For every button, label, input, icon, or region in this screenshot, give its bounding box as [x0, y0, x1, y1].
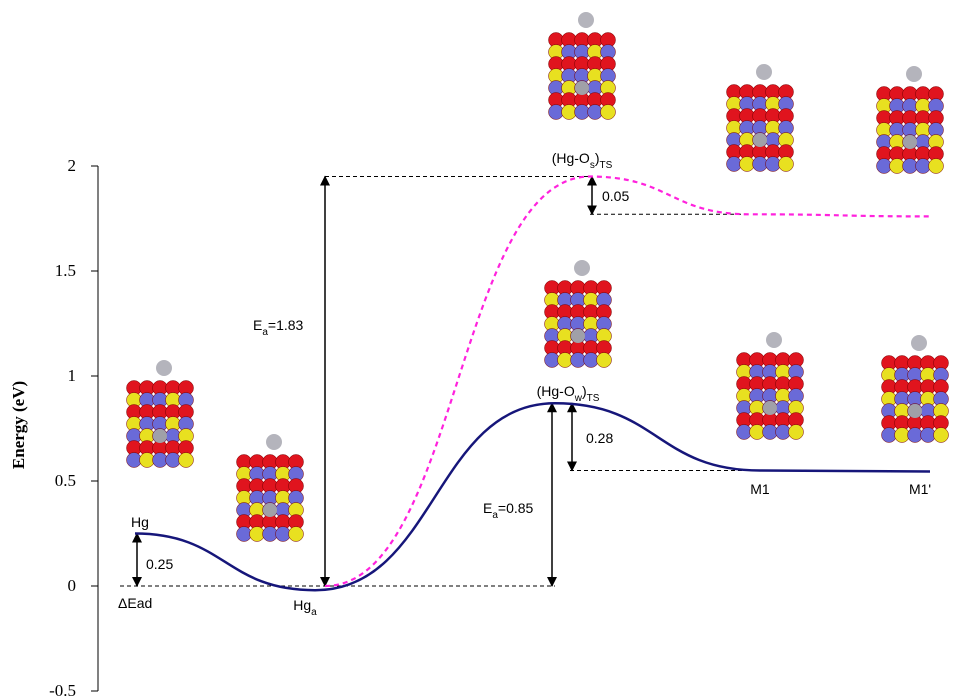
y-tick-label: 1.5 — [55, 261, 76, 280]
label-part: Hg — [131, 514, 149, 530]
label-part: E — [483, 500, 492, 516]
atom — [263, 503, 277, 517]
annotation: 0.25 — [146, 556, 173, 572]
atom — [156, 360, 172, 376]
atom — [575, 81, 589, 95]
label-part: =0.85 — [498, 500, 534, 516]
atom — [906, 66, 922, 82]
atom — [934, 428, 949, 443]
label-part: 0.25 — [146, 556, 173, 572]
atom — [908, 404, 922, 418]
label-part: Hg — [293, 597, 311, 613]
label-part: a — [311, 607, 317, 618]
y-tick-label: -0.5 — [49, 681, 76, 698]
molecule-structure — [727, 64, 794, 172]
label-part: (Hg-O — [537, 383, 575, 399]
atom — [571, 329, 585, 343]
atom — [903, 135, 917, 149]
atom — [578, 12, 594, 28]
chart: Energy (eV) -0.500.511.52HgHga(Hg-Ow)TSM… — [0, 0, 955, 698]
stage-label: M1 — [750, 481, 770, 497]
stage-label: Hg — [131, 514, 149, 530]
atom — [601, 105, 616, 120]
molecule-structure — [737, 332, 804, 440]
atom — [763, 401, 777, 415]
atom — [153, 429, 167, 443]
molecule-structure — [545, 260, 612, 368]
label-part: M1' — [909, 481, 931, 497]
atom — [179, 453, 194, 468]
molecule-structure — [882, 335, 949, 443]
atom — [911, 335, 927, 351]
atom — [756, 64, 772, 80]
atom — [597, 353, 612, 368]
annotation: Ea=0.85 — [483, 500, 534, 521]
stage-label: Hga — [293, 597, 317, 618]
label-part: 0.28 — [586, 430, 613, 446]
atom — [789, 425, 804, 440]
label-part: TS — [587, 393, 600, 404]
y-tick-label: 1 — [68, 366, 77, 385]
annotation: (Hg-Os)TS — [552, 150, 613, 171]
label-part: 0.05 — [602, 188, 629, 204]
molecule-structure — [127, 360, 194, 468]
atom — [266, 434, 282, 450]
molecule-structure — [877, 66, 944, 174]
label-part: ΔEad — [118, 595, 152, 611]
annotation: 0.05 — [602, 188, 629, 204]
y-tick-label: 0.5 — [55, 471, 76, 490]
molecule-structure — [549, 12, 616, 120]
annotation: ΔEad — [118, 595, 152, 611]
label-part: M1 — [750, 481, 770, 497]
y-axis-label: Energy (eV) — [9, 381, 28, 469]
atom — [766, 332, 782, 348]
label-part: =1.83 — [268, 317, 304, 333]
label-part: TS — [600, 160, 613, 171]
y-tick-label: 2 — [68, 156, 77, 175]
label-part: (Hg-O — [552, 150, 590, 166]
annotation: Ea=1.83 — [253, 317, 304, 338]
atom — [289, 527, 304, 542]
molecule-structure — [237, 434, 304, 542]
atom — [779, 157, 794, 172]
label-part: E — [253, 317, 262, 333]
y-tick-label: 0 — [68, 576, 77, 595]
annotation: 0.28 — [586, 430, 613, 446]
atom — [574, 260, 590, 276]
stage-label: M1' — [909, 481, 931, 497]
atom — [753, 133, 767, 147]
stage-label: (Hg-Ow)TS — [537, 383, 600, 404]
atom — [929, 159, 944, 174]
